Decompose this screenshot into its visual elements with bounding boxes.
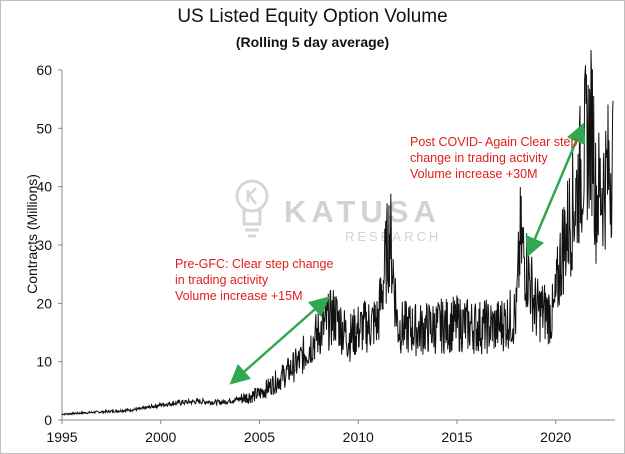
lightbulb-icon [235,179,269,238]
annotation-line: Post COVID- Again Clear step [410,135,577,149]
watermark-word: KATUSA [284,194,441,229]
x-tick-label: 2010 [343,429,374,445]
y-tick-label: 20 [36,295,52,311]
annotation-line: Volume increase +15M [175,289,303,303]
y-tick-label: 10 [36,354,52,370]
annotation-line: Pre-GFC: Clear step change [175,257,333,271]
x-tick-label: 1995 [46,429,77,445]
annotation-arrows [229,122,586,385]
x-tick-label: 2020 [540,429,571,445]
post-covid-arrow [525,122,586,258]
tick-labels: 0 10 20 30 40 50 60 1995 2000 2005 2010 2015 2020 [36,62,571,445]
pre-gfc-arrow [229,296,330,385]
y-tick-label: 30 [36,237,52,253]
watermark-sub: RESEARCH [345,229,441,244]
chart-title: US Listed Equity Option Volume [177,6,448,27]
axes [58,69,615,424]
x-tick-label: 2015 [441,429,472,445]
annotation-line: Volume increase +30M [410,167,538,181]
y-tick-label: 40 [36,179,52,195]
x-tick-label: 2005 [244,429,275,445]
chart-subtitle: (Rolling 5 day average) [235,34,390,50]
x-tick-label: 2000 [145,429,176,445]
series-line [61,49,614,417]
annotation-line: change in trading activity [410,151,548,165]
watermark-logo: KATUSA RESEARCH [235,179,441,244]
annotation-line: in trading activity [175,273,269,287]
y-tick-label: 0 [44,412,52,428]
annotations: Pre-GFC: Clear step change in trading act… [175,135,577,303]
y-tick-label: 60 [36,62,52,78]
y-tick-label: 50 [36,120,52,136]
